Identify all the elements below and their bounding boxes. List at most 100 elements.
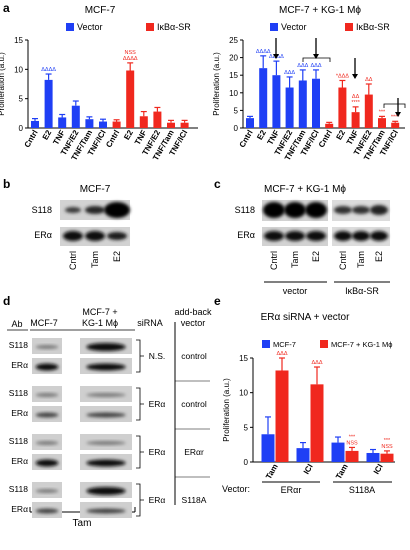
blot-d-header-mcf7: MCF-7 <box>30 318 58 328</box>
blot-d-row-era-label: ERα <box>11 456 28 466</box>
blot-d-row-era-label: ERα <box>11 408 28 418</box>
panel-label-e: e <box>214 294 221 308</box>
chart-a-right-xtick-label: Cntrl <box>238 129 255 150</box>
blot-d-header-ab: Ab <box>11 319 22 329</box>
blot-c-lane-2: Tam <box>290 251 300 268</box>
panel-label-a: a <box>3 1 10 15</box>
chart-a-right-legend-swatch-0 <box>270 23 278 31</box>
chart-a-right-sig-label: **** <box>391 114 400 120</box>
chart-a-left-xtick-label-sr: Cntrl <box>104 129 121 150</box>
blot-d-row-sirna: ERα <box>149 495 166 505</box>
chart-a-right-sig-label: *ΔΔΔ <box>336 73 349 79</box>
chart-e-ylabel: Proliferation (a.u.) <box>222 378 231 442</box>
chart-a-left-legend-label-0: Vector <box>77 22 103 32</box>
blot-d-band-s118 <box>86 487 126 495</box>
blot-d-row-s118-label: S118 <box>9 484 28 494</box>
panel-label-d: d <box>3 294 10 308</box>
blot-d-band-s118 <box>86 393 126 397</box>
blot-d-row-bracket <box>136 387 144 421</box>
blot-c-band-era-2 <box>285 231 305 241</box>
blot-d-row-sirna: N.S. <box>149 351 166 361</box>
chart-a-left-bar <box>58 117 67 128</box>
chart-a-left-xtick-label-sr: E2 <box>122 128 135 141</box>
chart-e-bar <box>296 448 310 462</box>
blot-b-lane-2: Tam <box>90 251 100 268</box>
chart-a-right-bar <box>312 78 320 128</box>
chart-a-left-ytick-label: 0 <box>19 124 24 133</box>
chart-e-sig-label: NSS <box>381 444 393 450</box>
chart-a-left-ylabel: Proliferation (a.u.) <box>0 52 6 116</box>
chart-e-bar <box>261 434 275 462</box>
chart-a-left-legend-swatch-1 <box>146 23 154 31</box>
chart-a-left-bar <box>180 122 189 128</box>
chart-a-left-bar <box>153 111 162 128</box>
blot-c-group-sr: IκBα-SR <box>345 286 379 296</box>
chart-e-sig-label: ΔΔΔ <box>311 360 322 366</box>
blot-d-row-s118-label: S118 <box>9 388 28 398</box>
blot-d-header-kg1-b: KG-1 Mϕ <box>82 318 118 328</box>
chart-e-title: ERα siRNA + vector <box>261 312 351 323</box>
blot-d-band-s118 <box>35 345 59 349</box>
blot-d-band-era <box>35 412 59 418</box>
chart-a-left-bar <box>85 119 94 128</box>
chart-e-ytick-label: 5 <box>244 423 249 432</box>
blot-d-header-addback-a: add-back <box>174 307 212 317</box>
blot-d-row-s118-label: S118 <box>9 436 28 446</box>
chart-a-right-bar <box>378 118 386 128</box>
chart-a-right-bar <box>391 122 400 128</box>
chart-e-legend-label-0: MCF-7 <box>273 340 296 349</box>
chart-a-right-ytick-label: 0 <box>234 124 239 133</box>
blot-d-band-era <box>86 508 126 514</box>
blot-c-lane-1: Cntrl <box>269 251 279 270</box>
chart-a-right-legend-label-1: IκBα-SR <box>356 22 390 32</box>
blot-c-band-era-5 <box>352 231 370 241</box>
chart-a-right-bar <box>298 80 307 128</box>
blot-d-footer-tam: Tam <box>73 518 92 529</box>
chart-e-legend-swatch-1 <box>320 340 328 348</box>
blot-c-band-s118-5 <box>352 206 370 214</box>
chart-a-right-arrowhead <box>395 112 401 117</box>
blot-b-band-s118-2 <box>85 206 105 214</box>
chart-e-ytick-label: 0 <box>244 458 249 467</box>
blot-d-row-s118-label: S118 <box>9 340 28 350</box>
blot-c-band-s118-6 <box>370 205 388 215</box>
chart-a-right-bar <box>285 87 294 128</box>
blot-c-lane-4: Cntrl <box>338 251 348 270</box>
blot-d-row-vector: control <box>181 351 207 361</box>
blot-b-row-label-s118: S118 <box>32 205 52 215</box>
chart-a-left-sig-label: ΔΔΔΔ <box>41 67 56 73</box>
chart-a-right-bar <box>364 94 373 128</box>
chart-a-left-legend-label-1: IκBα-SR <box>157 22 191 32</box>
blot-c-band-s118-1 <box>263 202 285 218</box>
chart-e-bar <box>310 384 324 462</box>
blot-b: MCF-7 S118 ERα Cntrl Tam E2 <box>32 184 130 270</box>
chart-e-bar <box>366 452 380 462</box>
chart-a-left-legend-swatch-0 <box>66 23 74 31</box>
blot-d-band-era <box>86 459 126 467</box>
chart-e-group-label-1: ERαr <box>281 485 302 495</box>
chart-a-left-ytick-label: 10 <box>14 65 23 74</box>
blot-d-band-s118 <box>35 441 59 445</box>
blot-c-lane-6: E2 <box>374 251 384 262</box>
chart-e-sig-label: *** <box>349 434 356 440</box>
chart-a-right-arrowhead <box>273 54 279 59</box>
blot-d-band-s118 <box>86 343 126 351</box>
chart-a-right-sig-label: ΔΔΔΔ <box>256 49 271 55</box>
blot-d-band-era <box>86 412 126 418</box>
blot-b-band-era-3 <box>107 232 127 240</box>
chart-a-right-legend-swatch-1 <box>345 23 353 31</box>
blot-d-row-vector: control <box>181 399 207 409</box>
blot-b-row-label-era: ERα <box>34 230 52 240</box>
blot-c-row-label-era: ERα <box>237 230 255 240</box>
blot-d-header-kg1-a: MCF-7 + <box>82 307 117 317</box>
chart-e-legend-swatch-0 <box>262 340 270 348</box>
chart-a-right-bar <box>246 118 254 128</box>
blot-d-band-era <box>86 363 126 371</box>
chart-a-right-sig-label: **** <box>351 100 360 106</box>
blot-c-title: MCF-7 + KG-1 Mϕ <box>264 184 346 195</box>
chart-a-right-title: MCF-7 + KG-1 Mϕ <box>279 5 361 16</box>
blot-d-band-s118 <box>86 441 126 445</box>
chart-a-right-sig-label: ΔΔ <box>365 77 373 83</box>
blot-d-band-s118 <box>35 393 59 397</box>
chart-e: ERα siRNA + vector 0 5 10 15 Proliferation (a… <box>222 312 395 495</box>
